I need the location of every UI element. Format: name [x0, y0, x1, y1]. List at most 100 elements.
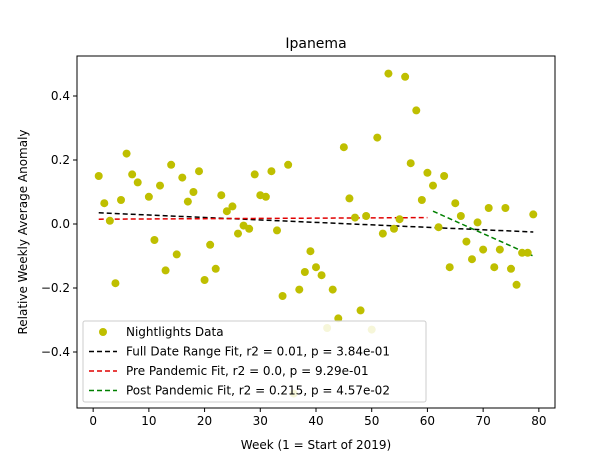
data-point: [228, 202, 237, 211]
data-point: [473, 218, 482, 227]
data-point: [156, 181, 165, 190]
data-point: [495, 245, 504, 254]
x-tick-label: 10: [141, 414, 156, 428]
data-point: [518, 248, 527, 257]
y-tick-label: −0.4: [41, 345, 70, 359]
data-point: [200, 276, 209, 284]
legend-marker: [99, 328, 107, 336]
data-point: [261, 192, 270, 201]
x-tick-label: 0: [89, 414, 97, 428]
x-tick-label: 60: [420, 414, 435, 428]
data-point: [378, 229, 387, 238]
data-point: [217, 191, 226, 200]
data-point: [195, 167, 204, 176]
legend-label: Nightlights Data: [126, 325, 224, 339]
data-point: [117, 196, 126, 204]
data-point: [529, 210, 538, 219]
data-point: [506, 264, 515, 273]
data-point: [384, 69, 393, 78]
y-tick-label: 0.4: [51, 89, 70, 103]
chart-title: Ipanema: [285, 36, 346, 52]
data-point: [362, 212, 371, 220]
data-point: [183, 197, 192, 206]
data-point: [94, 172, 103, 180]
data-point: [105, 216, 114, 225]
data-point: [490, 263, 499, 272]
data-point: [100, 199, 109, 208]
data-point: [451, 199, 460, 208]
data-point: [445, 263, 454, 272]
data-point: [250, 170, 259, 179]
data-point: [312, 263, 320, 272]
data-point: [128, 170, 137, 179]
data-point: [395, 215, 404, 224]
x-tick-label: 70: [475, 414, 490, 428]
data-point: [456, 212, 465, 220]
fit-lines: [98, 210, 534, 257]
data-point: [401, 72, 410, 81]
data-point: [295, 285, 304, 294]
data-point: [412, 106, 421, 115]
data-point: [245, 224, 254, 233]
data-point: [278, 292, 287, 300]
x-tick-label: 20: [197, 414, 212, 428]
y-tick-label: 0.2: [51, 153, 70, 167]
y-axis: −0.4 −0.2 0.0 0.2 0.4: [41, 89, 77, 359]
data-point: [317, 271, 326, 280]
data-point: [189, 188, 198, 196]
data-point: [211, 264, 220, 273]
y-tick-label: −0.2: [41, 281, 70, 295]
data-point: [389, 224, 398, 233]
data-point: [267, 167, 276, 176]
legend-box: [82, 320, 427, 403]
y-tick-label: 0.0: [51, 217, 70, 231]
y-axis-label: Relative Weekly Average Anomaly: [16, 129, 30, 334]
x-tick-label: 50: [364, 414, 379, 428]
x-tick-label: 30: [253, 414, 268, 428]
data-point: [356, 306, 365, 315]
data-point: [423, 168, 432, 177]
data-point: [484, 204, 493, 212]
data-point: [462, 237, 471, 246]
data-point: [373, 133, 382, 142]
data-point: [467, 255, 476, 264]
data-point: [434, 223, 443, 232]
data-point: [501, 204, 510, 212]
data-point: [345, 194, 354, 203]
data-point: [172, 250, 181, 259]
data-point: [350, 213, 359, 222]
data-points: [94, 69, 538, 398]
data-point: [122, 149, 131, 158]
data-point: [334, 314, 343, 323]
data-point: [167, 160, 176, 169]
data-point: [440, 172, 449, 180]
fit-line-1: [98, 212, 534, 233]
data-point: [328, 285, 337, 294]
fit-line-3: [432, 210, 534, 257]
legend-label: Full Date Range Fit, r2 = 0.01, p = 3.84…: [126, 345, 390, 359]
data-point: [300, 268, 309, 276]
data-point: [428, 181, 437, 190]
data-point: [284, 160, 293, 169]
data-point: [150, 236, 159, 244]
x-tick-label: 40: [308, 414, 323, 428]
data-point: [161, 266, 170, 275]
data-point: [273, 226, 282, 235]
data-point: [339, 143, 348, 152]
data-point: [133, 178, 142, 187]
data-point: [306, 247, 315, 256]
x-tick-label: 80: [531, 414, 546, 428]
data-point: [222, 207, 231, 216]
data-point: [206, 240, 215, 249]
legend-label: Post Pandemic Fit, r2 = 0.215, p = 4.57e…: [126, 384, 390, 398]
data-point: [523, 248, 532, 257]
data-point: [417, 196, 426, 204]
data-point: [512, 280, 521, 289]
legend-label: Pre Pandemic Fit, r2 = 0.0, p = 9.29e-01: [126, 364, 369, 378]
data-point: [178, 173, 187, 182]
data-point: [406, 159, 415, 168]
x-axis: 0 10 20 30 40 50 60 70 80: [89, 408, 546, 428]
x-axis-label: Week (1 = Start of 2019): [241, 438, 391, 452]
